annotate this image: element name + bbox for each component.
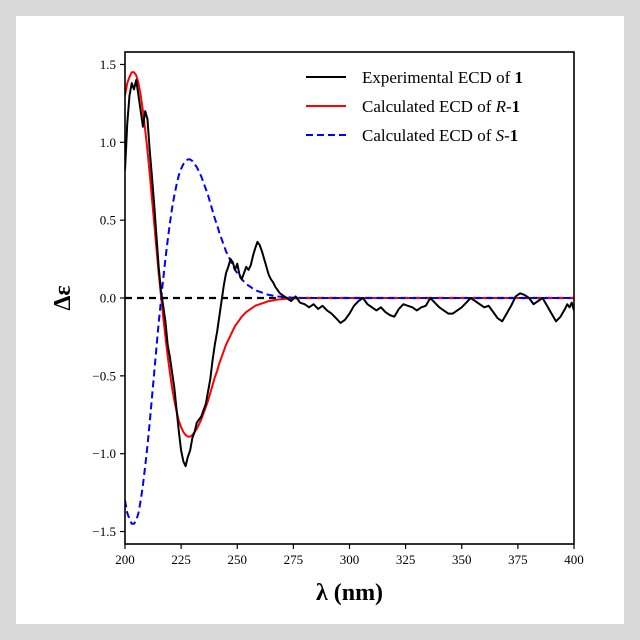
x-axis-title: λ (nm) [316, 580, 383, 606]
y-tick-label: −1.5 [92, 524, 116, 539]
x-tick-label: 250 [228, 552, 248, 567]
x-tick-label: 400 [564, 552, 584, 567]
y-tick-label: −0.5 [92, 368, 116, 383]
y-tick-label: 0.5 [100, 213, 116, 228]
plot-frame [124, 51, 575, 545]
legend-label-2: Calculated ECD of S-1 [362, 126, 518, 145]
y-tick-label: 0.0 [100, 291, 116, 306]
series-line-1 [125, 71, 574, 438]
x-tick-label: 300 [340, 552, 360, 567]
x-tick-label: 325 [396, 552, 416, 567]
legend-label-1: Calculated ECD of R-1 [362, 97, 520, 116]
x-tick-label: 350 [452, 552, 472, 567]
x-tick-label: 375 [508, 552, 528, 567]
x-tick-label: 275 [284, 552, 304, 567]
y-axis-title: Δε [50, 285, 76, 310]
x-tick-label: 200 [115, 552, 135, 567]
y-tick-label: 1.0 [100, 135, 116, 150]
y-tick-label: 1.5 [100, 57, 116, 72]
legend-label-0: Experimental ECD of 1 [362, 68, 523, 87]
figure-frame [16, 16, 624, 624]
x-tick-label: 225 [171, 552, 191, 567]
y-tick-label: −1.0 [92, 446, 116, 461]
series-line-2 [125, 158, 574, 525]
series-line-0 [125, 79, 574, 468]
